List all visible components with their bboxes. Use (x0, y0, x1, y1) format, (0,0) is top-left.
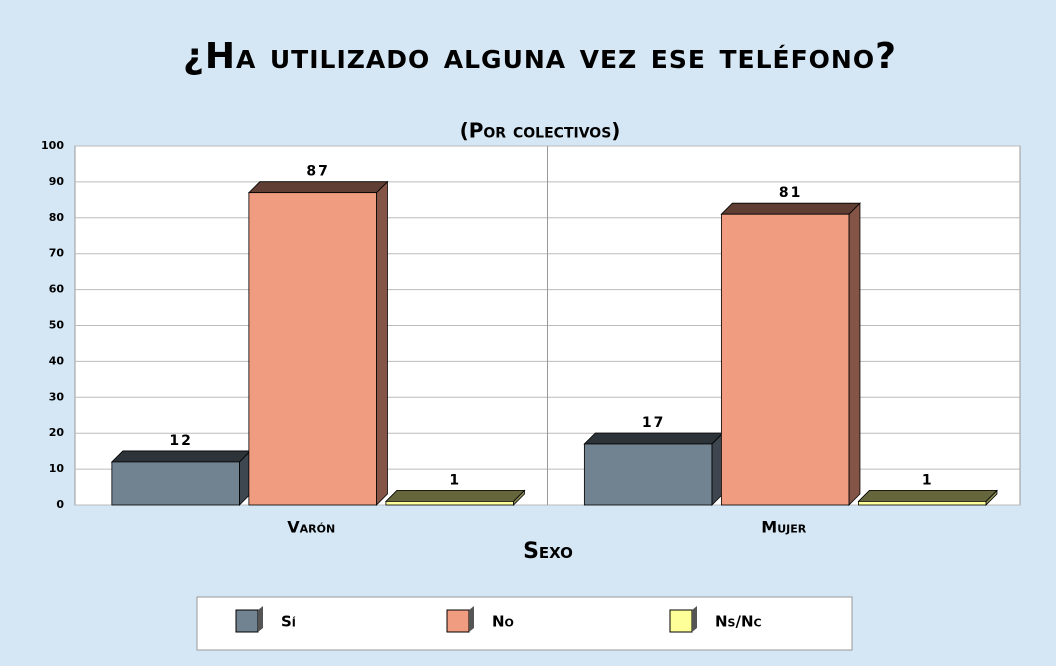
bar (386, 501, 514, 505)
legend-swatch (447, 610, 469, 632)
legend-label: Ns/Nc (715, 613, 762, 631)
y-tick-label: 100 (41, 139, 64, 152)
chart-title: ¿Ha utilizado alguna vez ese teléfono? (183, 36, 897, 77)
bar (249, 193, 377, 505)
legend-swatch-side (258, 606, 263, 632)
bar-top-shade (249, 182, 388, 193)
legend-swatch (236, 610, 258, 632)
y-tick-label: 40 (49, 354, 65, 367)
data-label: 1 (922, 472, 934, 488)
data-label: 81 (779, 185, 802, 201)
x-tick-label: Varón (287, 518, 335, 537)
bar-side-shade (376, 182, 387, 505)
data-label: 87 (306, 164, 329, 180)
y-tick-label: 80 (49, 211, 65, 224)
y-tick-label: 90 (49, 175, 65, 188)
y-tick-label: 30 (49, 390, 65, 403)
chart: ¿Ha utilizado alguna vez ese teléfono? (… (0, 0, 1056, 666)
bar (584, 444, 712, 505)
chart-subtitle: (Por colectivos) (460, 119, 621, 143)
data-label: 1 (449, 472, 461, 488)
bar (858, 501, 986, 505)
legend-swatch (670, 610, 692, 632)
y-tick-label: 50 (49, 319, 65, 332)
legend-swatch-side (692, 606, 697, 632)
data-label: 17 (642, 415, 665, 431)
bar-top-shade (721, 203, 860, 214)
bar-top-shade (112, 451, 251, 462)
x-axis-label: Sexo (523, 539, 573, 564)
data-label: 12 (169, 433, 192, 449)
legend-label: Sí (281, 613, 296, 631)
bar-top-shade (386, 490, 525, 501)
x-tick-label: Mujer (761, 518, 806, 537)
y-tick-label: 20 (49, 426, 65, 439)
bar (721, 214, 849, 505)
y-tick-label: 0 (56, 498, 64, 511)
bar (112, 462, 240, 505)
y-tick-label: 70 (49, 247, 65, 260)
bar-side-shade (849, 203, 860, 505)
legend-swatch-side (469, 606, 474, 632)
y-tick-label: 60 (49, 283, 65, 296)
legend-label: No (492, 613, 514, 631)
bar-top-shade (858, 490, 997, 501)
bar-top-shade (584, 433, 723, 444)
y-tick-label: 10 (49, 462, 65, 475)
